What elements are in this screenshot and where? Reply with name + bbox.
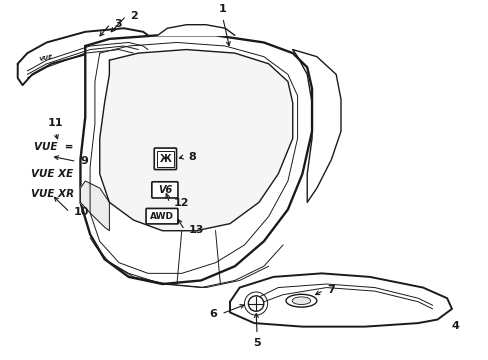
Text: 1: 1 [219, 4, 226, 14]
Text: 3: 3 [114, 19, 122, 29]
Text: 7: 7 [327, 285, 335, 296]
Text: 4: 4 [451, 321, 459, 331]
Polygon shape [229, 273, 451, 327]
Polygon shape [100, 50, 292, 231]
FancyBboxPatch shape [146, 208, 178, 224]
Text: AWD: AWD [150, 212, 174, 221]
Polygon shape [81, 35, 311, 284]
Polygon shape [157, 25, 234, 35]
Text: V6: V6 [158, 185, 172, 195]
Text: 6: 6 [209, 309, 217, 319]
Ellipse shape [285, 294, 316, 307]
Polygon shape [81, 181, 109, 231]
Text: 10: 10 [74, 207, 89, 217]
Text: VUE  =: VUE = [34, 142, 73, 152]
Text: 8: 8 [188, 152, 196, 162]
Text: 2: 2 [130, 11, 138, 21]
Text: 11: 11 [47, 118, 63, 128]
Text: VUE XR: VUE XR [31, 189, 74, 199]
Text: Ж: Ж [159, 154, 171, 164]
Text: VUE XE: VUE XE [31, 169, 73, 179]
Text: 13: 13 [188, 225, 203, 235]
Bar [157, 151, 173, 167]
Ellipse shape [291, 297, 310, 305]
Circle shape [248, 296, 263, 311]
Polygon shape [18, 28, 153, 85]
Text: 12: 12 [173, 198, 189, 208]
Polygon shape [292, 50, 340, 202]
Text: 9: 9 [81, 157, 88, 166]
FancyBboxPatch shape [151, 182, 178, 198]
FancyBboxPatch shape [154, 148, 176, 170]
Text: 5: 5 [253, 338, 260, 348]
Text: VUE: VUE [39, 54, 54, 62]
